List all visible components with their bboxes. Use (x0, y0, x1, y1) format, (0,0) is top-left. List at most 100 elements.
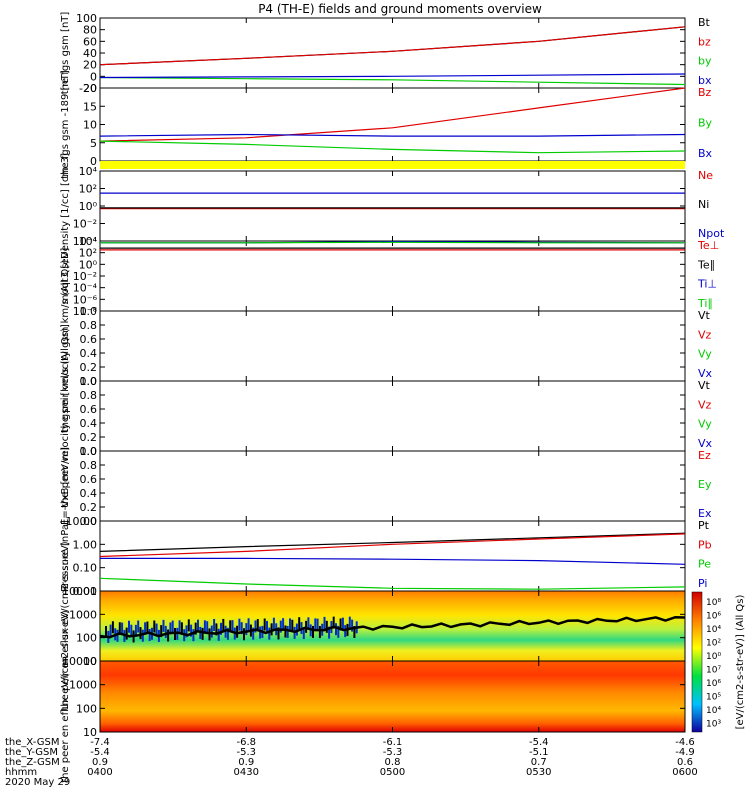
spec-band-mark (128, 620, 130, 633)
footer-value: -4.9 (675, 747, 695, 758)
ytick-label: 10⁴ (79, 235, 98, 248)
panel-p2: the fgs gsm -189 [nT] (60, 70, 686, 179)
spec-band-mark (298, 617, 301, 630)
legend-ex: Ex (698, 507, 712, 520)
spec-band-mark (192, 629, 195, 642)
legend-te∥: Te∥ (697, 258, 715, 271)
ytick-label: 10⁻⁴ (73, 282, 98, 295)
legend-bz: bz (698, 35, 711, 48)
spectrogram-p10 (100, 661, 685, 732)
ytick-label: 0.10 (73, 562, 98, 575)
legend-pe: Pe (698, 558, 711, 571)
ylabel-p6: the peer velocity gsm [km/s (All Qs)] (60, 324, 71, 508)
separator-bar (100, 161, 685, 169)
spec-band-mark (153, 620, 156, 633)
ytick-label: 1000 (69, 679, 97, 692)
spec-band-mark (137, 620, 140, 633)
ytick-label: 15 (83, 100, 97, 113)
spec-band-mark (169, 622, 172, 635)
ytick-label: 0.4 (80, 417, 98, 430)
colorbar: [eV/(cm2-s-str-eV)] (All Qs) (691, 591, 746, 733)
spec-band-mark (339, 618, 342, 631)
ylabel-p8: Pressure [nPa] (60, 520, 71, 592)
ytick-label: 80 (83, 24, 97, 37)
legend-by: By (698, 117, 713, 130)
footer-value: -5.4 (529, 737, 549, 748)
spec-band-mark (279, 620, 282, 633)
footer-value: 0600 (672, 767, 697, 778)
panel-p8: Pressure [nPa] (60, 520, 686, 592)
spec-band-mark (125, 627, 128, 640)
spec-band-mark (286, 625, 289, 638)
colorbar-label: [eV/(cm2-s-str-eV)] (All Qs) (735, 594, 746, 729)
spec-band-mark (335, 623, 337, 636)
panel-p1: the fgs gsm [nT] (60, 12, 686, 94)
ytick-label: 10 (83, 119, 97, 132)
spec-band-mark (314, 618, 317, 631)
ytick-label: 20 (83, 82, 97, 95)
ytick-label: 1.0 (80, 445, 98, 458)
footer-value: -5.3 (383, 747, 403, 758)
ytick-label: 10 (83, 655, 97, 668)
spec-band-mark (201, 627, 204, 640)
spec-band-mark (332, 616, 335, 629)
ylabel-p10: the peer en eflux eV/(cm2-s-sr-eV) (60, 610, 71, 783)
series-by (99, 140, 686, 154)
spec-band-mark (270, 623, 273, 636)
legend-bt: Bt (698, 16, 711, 29)
ylabel-p4: moqt3 [eV] (60, 248, 71, 305)
legend-pt: Pt (698, 519, 710, 532)
ytick-label: 0.2 (80, 361, 98, 374)
ytick-label: 0.2 (80, 431, 98, 444)
ytick-label: 10000 (62, 655, 97, 668)
spec-band-mark (185, 625, 188, 638)
footer-value: 0.7 (531, 757, 547, 768)
ytick-label: 1.00 (73, 538, 98, 551)
colorbar-tick: 10⁸ (706, 598, 721, 608)
legend-ti⊥: Ti⊥ (697, 278, 717, 291)
spec-band-mark (160, 625, 163, 638)
footer-value: 0.9 (92, 757, 108, 768)
spec-band-mark (130, 624, 133, 637)
ytick-label: 1.0 (80, 375, 98, 388)
legend-ti∥: Ti∥ (697, 297, 713, 310)
spec-band-mark (312, 625, 314, 638)
legend-te⊥: Te⊥ (697, 239, 719, 252)
colorbar-tick: 10² (706, 639, 721, 649)
ytick-label: 100 (76, 12, 97, 25)
legend-vy: Vy (698, 418, 712, 431)
ytick-label: 0.4 (80, 487, 98, 500)
series-bz (99, 26, 686, 66)
ytick-label: 0.8 (80, 459, 98, 472)
spec-band-mark (325, 620, 328, 633)
ylabel-p9: the peir en eflux eV/(cm2-s-sr-eV) (60, 541, 71, 710)
spec-band-mark (171, 620, 174, 633)
ytick-label: 10² (79, 183, 97, 196)
colorbar-tick: 10⁴ (706, 625, 721, 635)
footer-value: 0.6 (677, 757, 693, 768)
colorbar-gradient (691, 591, 703, 733)
series-bz (99, 87, 686, 142)
spec-band-mark (282, 618, 285, 631)
series-pi (100, 557, 686, 565)
ytick-label: 0 (90, 155, 97, 168)
ytick-label: 10⁻² (73, 218, 97, 231)
spec-band-mark (111, 621, 114, 634)
ytick-label: 0 (90, 70, 97, 83)
colorbar-tick: 10⁵ (706, 693, 721, 703)
panel-p5: the peir velocity gsm km/s (All Qs) (60, 260, 686, 433)
footer-value: -6.8 (236, 737, 256, 748)
ylabel-p5: the peir velocity gsm km/s (All Qs) (60, 260, 71, 433)
legend-ne: Ne (698, 169, 713, 182)
spec-band-mark (231, 620, 234, 633)
series-pe (99, 577, 686, 590)
panel-p6: the peer velocity gsm [km/s (All Qs)] (60, 324, 686, 508)
spec-band-mark (148, 629, 151, 642)
series-bx (99, 133, 686, 137)
ytick-label: 0.0 (80, 375, 98, 388)
spec-band-mark (259, 626, 262, 639)
spec-band-mark (348, 616, 351, 629)
spec-band-mark (206, 621, 209, 634)
spec-band-mark (146, 621, 149, 634)
footer-value: 0530 (526, 767, 551, 778)
